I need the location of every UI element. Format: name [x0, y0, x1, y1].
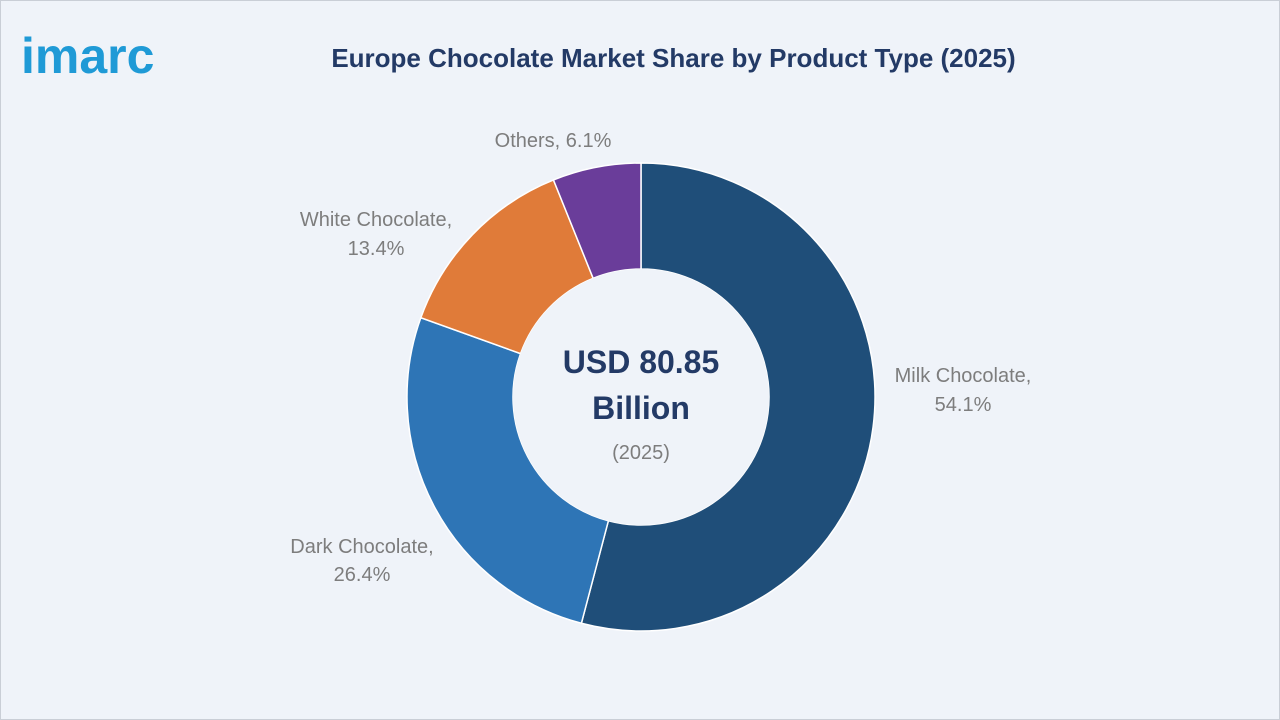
pct-dark-chocolate: 26.4%: [334, 564, 391, 586]
chart-title: Europe Chocolate Market Share by Product…: [331, 43, 1016, 73]
donut-hole: [513, 269, 769, 525]
pct-white-chocolate: 13.4%: [348, 238, 405, 260]
label-milk-chocolate: Milk Chocolate,: [895, 365, 1032, 387]
label-others: Others, 6.1%: [495, 130, 612, 152]
center-year: (2025): [612, 442, 670, 464]
logo-text: imarc: [21, 31, 154, 81]
center-unit: Billion: [592, 390, 690, 426]
label-dark-chocolate: Dark Chocolate,: [290, 536, 433, 558]
slices-group: [406, 162, 876, 632]
imarc-logo: imarc: [21, 31, 154, 81]
pct-milk-chocolate: 54.1%: [935, 394, 992, 416]
label-white-chocolate: White Chocolate,: [300, 209, 452, 231]
center-value: USD 80.85: [563, 344, 720, 380]
